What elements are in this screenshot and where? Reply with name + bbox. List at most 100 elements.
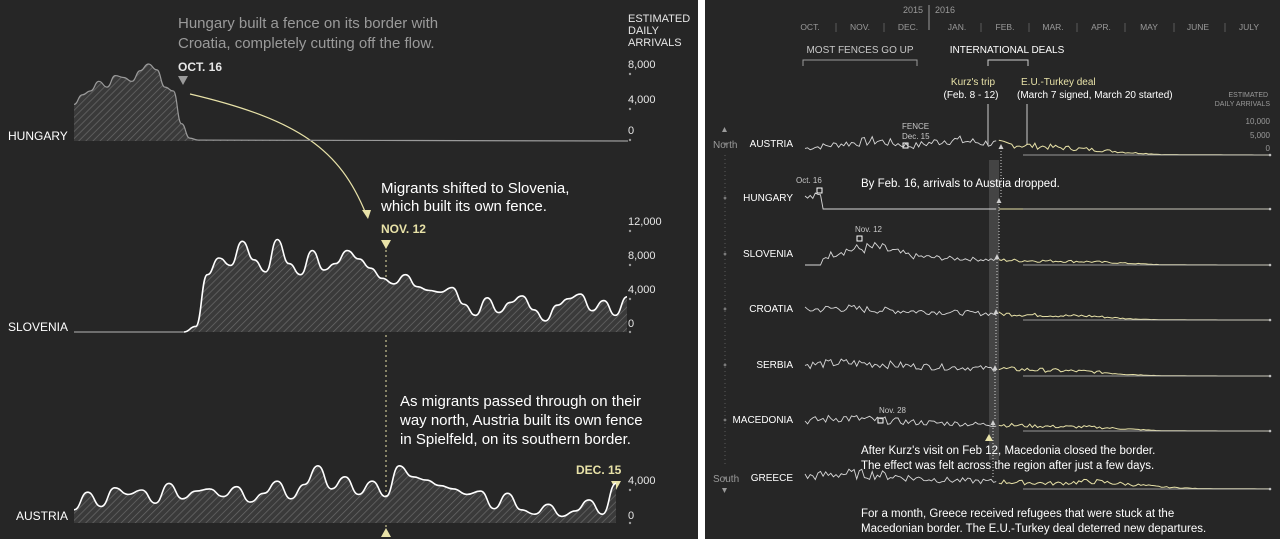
greece-note: For a month, Greece received refugees th… [861,508,1206,535]
series-line-greece [804,468,997,485]
month-label-7: MAY [1140,22,1158,32]
hungary-marker-triangle [178,76,188,85]
axis-tick-10000: 10,000 [1246,117,1271,126]
month-label-2: DEC. [898,22,918,32]
row-end-dot [1268,429,1272,433]
eu-dates: (March 7 signed, March 20 started) [1017,90,1173,101]
oct16-label: Oct. 16 [796,176,822,185]
cascade-arrow-head [996,198,1002,203]
country-label-austria: AUSTRIA [16,509,68,523]
series-line-slovenia [183,238,628,333]
kurz-band [989,160,999,460]
hungary-annotation-line-2: Croatia, completely cutting off the flow… [178,35,435,52]
oct16-marker [816,187,823,194]
series-line-hungary [804,192,997,210]
south-label: South [713,474,739,485]
deals-bracket [987,59,1029,66]
axis-tick-0: 0 [1266,144,1271,153]
left-panel: ESTIMATED DAILY ARRIVALS Hungary built a f… [0,0,698,539]
austria-marker-label: DEC. 15 [576,463,622,477]
nov12-bottom-marker [381,528,391,537]
row-dot [723,252,727,256]
slovenia-annotation-line-2: which built its own fence. [380,198,547,215]
series-line-macedonia [804,414,997,427]
cascade-arrow-head [993,309,999,314]
series-line-hungary [73,63,629,142]
month-label-1: NOV. [850,22,870,32]
slovenia-annotation: Migrants shifted to Slovenia, which buil… [380,180,574,215]
south-arrow [722,488,727,493]
y-tick-dot [628,138,632,142]
y-tick-dot [628,72,632,76]
axis-title-line-1: ESTIMATED [1229,92,1269,99]
feb12-marker [985,434,993,441]
row-label-hungary: HUNGARY [743,193,793,204]
austria-annotation: As migrants passed through on their way … [399,393,647,448]
right-chart-layer: AUSTRIA HUNGARY SLOVENIA CROATIA SERBIA MACED… [723,135,1272,491]
month-label-6: APR. [1091,22,1111,32]
slovenia-marker-triangle [381,240,391,249]
country-area-charts: ESTIMATED DAILY ARRIVALS Hungary built a f… [8,13,690,537]
month-axis: OCT. NOV. DEC. JAN. FEB. MAR. APR. MAY JUNE JULY [800,22,1259,32]
austria-annotation-line-3: in Spielfeld, on its southern border. [400,431,631,448]
macedonia-note-line-1: After Kurz's visit on Feb 12, Macedonia … [861,445,1155,457]
kurz-title: Kurz's trip [951,77,996,88]
series-line-austria [804,135,997,151]
row-label-slovenia: SLOVENIA [743,249,793,260]
left-chart-layer: HUNGARY 0 4,000 8,000 SLOVENIA 0 4,000 8,000 12,… [8,59,662,525]
nov28-label: Nov. 28 [879,406,907,415]
month-label-3: JAN. [948,22,966,32]
series-line-post-macedonia [998,422,1270,432]
north-arrow [722,127,727,132]
series-line-serbia [804,358,997,372]
y-tick-austria-4000: 4,000 [628,475,656,487]
row-dot [723,196,727,200]
row-end-dot [1268,318,1272,322]
greece-note-line-1: For a month, Greece received refugees th… [861,508,1174,520]
deals-bracket-label: INTERNATIONAL DEALS [950,45,1065,56]
axis-title-line-2: DAILY ARRIVALS [1215,101,1271,108]
month-label-8: JUNE [1187,22,1210,32]
area-fill-austria [74,465,616,523]
series-line-croatia [804,304,997,317]
row-dot [723,476,727,480]
row-dot [723,363,727,367]
axis-tick-5000: 5,000 [1250,131,1271,140]
month-label-0: OCT. [800,22,819,32]
y-tick-dot [628,488,632,492]
row-label-croatia: CROATIA [749,304,793,315]
hungary-annotation: Hungary built a fence on its border with… [178,15,442,52]
series-line-post-austria [998,139,1270,156]
north-label: North [713,140,737,151]
row-dot [723,307,727,311]
row-end-dot [1268,207,1272,211]
fence-date: Dec. 15 [902,132,930,141]
kurz-dates: (Feb. 8 - 12) [943,90,998,101]
row-dot [723,418,727,422]
cascade-arrow-head [990,420,996,425]
hungary-marker-label: OCT. 16 [178,60,222,74]
y-tick-slovenia-0: 0 [628,318,634,330]
y-tick-hungary-8000: 8,000 [628,59,656,71]
series-line-post-greece [998,478,1270,490]
axis-title: ESTIMATED DAILY ARRIVALS [1215,92,1271,108]
nov12-marker [856,235,863,242]
flow-arrow [189,93,367,215]
y-tick-hungary-0: 0 [628,125,634,137]
row-label-macedonia: MACEDONIA [732,415,793,426]
row-label-greece: GREECE [751,473,794,484]
y-tick-austria-0: 0 [628,510,634,522]
flow-arrow-head [362,210,371,219]
right-panel: 2015 2016 OCT. NOV. DEC. JAN. FEB. MAR. APR. MA… [705,0,1280,539]
area-fill-hungary [74,64,628,141]
eu-title: E.U.-Turkey deal [1021,77,1096,88]
macedonia-note-line-2: The effect was felt across the region af… [861,460,1154,472]
y-tick-slovenia-12000: 12,000 [628,216,662,228]
month-label-5: MAR. [1042,22,1063,32]
y-tick-dot [628,330,632,334]
slovenia-marker-label: NOV. 12 [381,222,426,236]
hungary-annotation-line-1: Hungary built a fence on its border with [178,15,438,32]
country-label-slovenia: SLOVENIA [8,320,68,334]
fences-bracket [802,59,918,66]
